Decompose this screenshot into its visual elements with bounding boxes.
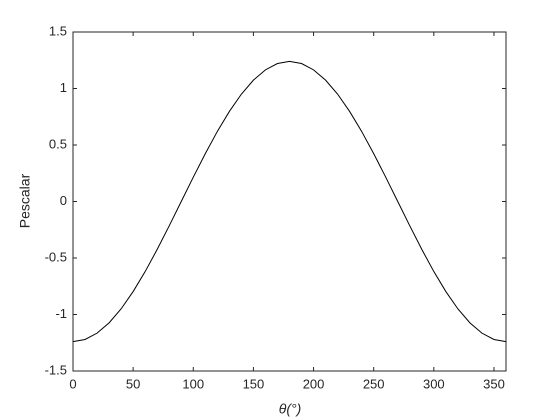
- y-tick-label: 0: [60, 193, 67, 208]
- x-tick-label: 150: [243, 376, 265, 391]
- x-tick-label: 100: [182, 376, 204, 391]
- x-tick-label: 250: [363, 376, 385, 391]
- x-tick-label: 50: [126, 376, 140, 391]
- y-tick-label: -1.5: [45, 362, 67, 377]
- x-tick-label: 0: [69, 376, 76, 391]
- x-axis-title: θ(°): [279, 401, 302, 417]
- plot-frame: [72, 31, 507, 372]
- data-line: [72, 60, 507, 343]
- x-tick-label: 200: [303, 376, 325, 391]
- x-tick-label: 300: [423, 376, 445, 391]
- x-tick-label: 350: [483, 376, 505, 391]
- y-tick-label: -0.5: [45, 249, 67, 264]
- y-tick-label: 1: [60, 80, 67, 95]
- y-tick-label: 1.5: [49, 23, 67, 38]
- y-tick-label: -1: [55, 306, 67, 321]
- y-tick-label: 0.5: [49, 136, 67, 151]
- y-axis-title: Pescalar: [17, 173, 33, 228]
